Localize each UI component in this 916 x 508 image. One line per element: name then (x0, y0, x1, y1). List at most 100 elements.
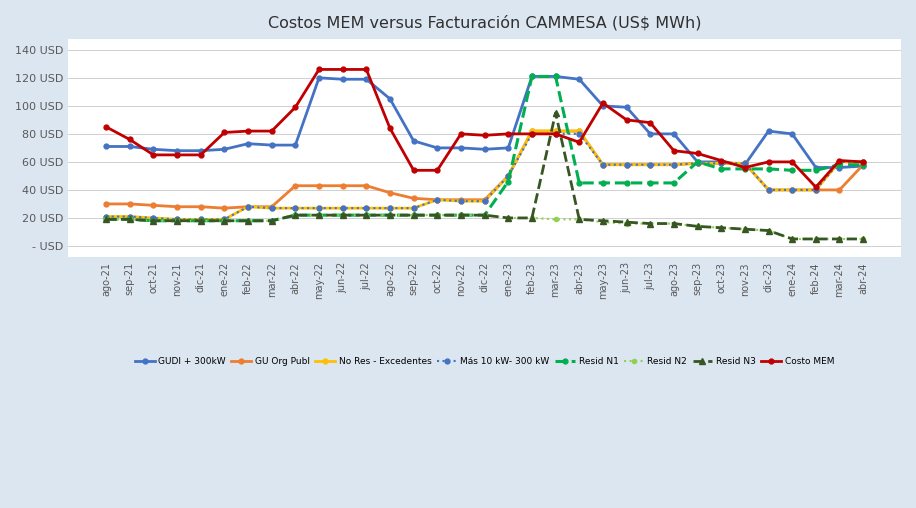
Costo MEM (551, 131, 562, 137)
Resid N3 (243, 218, 254, 224)
Más 10 kW- 300 kW (857, 159, 868, 165)
No Res - Excedentes (645, 162, 656, 168)
Resid N2 (763, 228, 774, 234)
GUDI + 300kW (857, 163, 868, 169)
Resid N2 (337, 212, 348, 218)
Resid N1 (219, 218, 230, 224)
GU Org Publ (243, 204, 254, 210)
Más 10 kW- 300 kW (763, 187, 774, 193)
GU Org Publ (313, 183, 324, 189)
Más 10 kW- 300 kW (267, 205, 278, 211)
No Res - Excedentes (243, 204, 254, 210)
Resid N1 (527, 73, 538, 79)
Más 10 kW- 300 kW (243, 204, 254, 210)
Line: Resid N1: Resid N1 (104, 74, 866, 223)
No Res - Excedentes (125, 213, 136, 219)
Resid N1 (147, 218, 158, 224)
GUDI + 300kW (409, 138, 420, 144)
Resid N2 (692, 224, 703, 230)
Costo MEM (385, 125, 396, 132)
Line: No Res - Excedentes: No Res - Excedentes (104, 129, 866, 222)
Resid N3 (361, 212, 372, 218)
No Res - Excedentes (409, 205, 420, 211)
GUDI + 300kW (834, 165, 845, 171)
GU Org Publ (857, 162, 868, 168)
No Res - Excedentes (455, 198, 466, 204)
Resid N2 (455, 212, 466, 218)
Resid N2 (125, 216, 136, 223)
Más 10 kW- 300 kW (834, 159, 845, 165)
Más 10 kW- 300 kW (551, 131, 562, 137)
GUDI + 300kW (243, 141, 254, 147)
Resid N2 (313, 212, 324, 218)
GU Org Publ (361, 183, 372, 189)
Costo MEM (739, 165, 750, 171)
Resid N3 (125, 216, 136, 223)
Resid N3 (267, 218, 278, 224)
Más 10 kW- 300 kW (219, 216, 230, 223)
Title: Costos MEM versus Facturación CAMMESA (US$ MWh): Costos MEM versus Facturación CAMMESA (U… (267, 15, 702, 30)
GUDI + 300kW (787, 131, 798, 137)
No Res - Excedentes (267, 205, 278, 211)
Resid N1 (503, 178, 514, 184)
Resid N2 (834, 236, 845, 242)
GUDI + 300kW (527, 73, 538, 79)
Resid N2 (171, 218, 182, 224)
No Res - Excedentes (597, 162, 608, 168)
Resid N3 (739, 226, 750, 232)
Costo MEM (171, 152, 182, 158)
No Res - Excedentes (313, 205, 324, 211)
Resid N2 (811, 236, 822, 242)
Costo MEM (243, 128, 254, 134)
Line: GU Org Publ: GU Org Publ (104, 129, 866, 211)
Costo MEM (645, 119, 656, 125)
No Res - Excedentes (621, 162, 632, 168)
GU Org Publ (219, 205, 230, 211)
GUDI + 300kW (455, 145, 466, 151)
Resid N2 (715, 225, 726, 231)
Resid N1 (715, 166, 726, 172)
Resid N3 (313, 212, 324, 218)
Resid N1 (621, 180, 632, 186)
Más 10 kW- 300 kW (409, 205, 420, 211)
Resid N2 (503, 215, 514, 221)
Resid N1 (409, 212, 420, 218)
Resid N1 (763, 166, 774, 172)
Resid N1 (125, 216, 136, 223)
GUDI + 300kW (669, 131, 680, 137)
GUDI + 300kW (763, 128, 774, 134)
Resid N1 (313, 212, 324, 218)
Costo MEM (763, 159, 774, 165)
GU Org Publ (409, 195, 420, 201)
Resid N1 (811, 167, 822, 173)
GUDI + 300kW (573, 76, 584, 82)
Resid N3 (219, 218, 230, 224)
Resid N1 (739, 166, 750, 172)
Resid N3 (337, 212, 348, 218)
Resid N2 (431, 212, 442, 218)
Resid N3 (385, 212, 396, 218)
Resid N2 (669, 220, 680, 227)
No Res - Excedentes (195, 216, 206, 223)
GU Org Publ (763, 187, 774, 193)
Resid N1 (669, 180, 680, 186)
Más 10 kW- 300 kW (171, 216, 182, 223)
Resid N3 (551, 110, 562, 116)
GUDI + 300kW (811, 165, 822, 171)
GU Org Publ (645, 162, 656, 168)
Line: Costo MEM: Costo MEM (104, 67, 866, 189)
Resid N1 (551, 73, 562, 79)
Costo MEM (715, 157, 726, 164)
GU Org Publ (455, 197, 466, 203)
Costo MEM (811, 184, 822, 190)
Resid N1 (337, 212, 348, 218)
GU Org Publ (692, 160, 703, 166)
Costo MEM (219, 130, 230, 136)
GUDI + 300kW (621, 104, 632, 110)
Más 10 kW- 300 kW (669, 162, 680, 168)
No Res - Excedentes (171, 216, 182, 223)
Resid N3 (455, 212, 466, 218)
Resid N1 (645, 180, 656, 186)
Line: GUDI + 300kW: GUDI + 300kW (104, 74, 866, 170)
Más 10 kW- 300 kW (125, 213, 136, 219)
